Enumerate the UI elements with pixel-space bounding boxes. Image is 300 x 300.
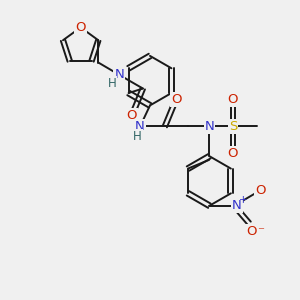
- Text: N: N: [205, 120, 214, 133]
- Text: ⁻: ⁻: [257, 225, 264, 238]
- Text: N: N: [115, 68, 124, 81]
- Text: O: O: [171, 93, 181, 106]
- Text: +: +: [238, 194, 247, 205]
- Text: O: O: [228, 93, 238, 106]
- Text: O: O: [246, 225, 257, 238]
- Text: H: H: [133, 130, 142, 143]
- Text: N: N: [232, 199, 242, 212]
- Text: H: H: [108, 77, 116, 90]
- Text: O: O: [228, 147, 238, 160]
- Text: O: O: [75, 21, 86, 34]
- Text: O: O: [255, 184, 266, 197]
- Text: N: N: [135, 120, 145, 133]
- Text: O: O: [127, 109, 137, 122]
- Text: S: S: [229, 120, 237, 133]
